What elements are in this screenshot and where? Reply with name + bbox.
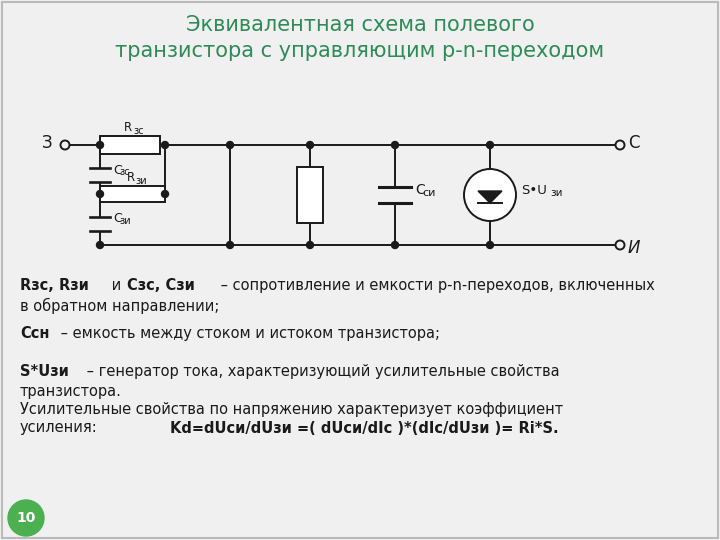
Circle shape (161, 191, 168, 198)
Text: зс: зс (119, 167, 130, 177)
Text: 10: 10 (17, 511, 36, 525)
Text: Ссн: Ссн (20, 326, 50, 341)
Circle shape (96, 191, 104, 198)
Circle shape (487, 141, 493, 149)
Bar (297, 167, 323, 223)
Text: i: i (314, 192, 317, 202)
Text: R: R (127, 171, 135, 184)
Text: усиления:: усиления: (20, 420, 98, 435)
Text: S•U: S•U (521, 184, 547, 197)
Text: R: R (124, 121, 132, 134)
Circle shape (8, 500, 44, 536)
Bar (100, 186, 165, 202)
Text: Kd=dUси/dUзи =( dUси/dIс )*(dIс/dUзи )= Ri*S.: Kd=dUси/dUзи =( dUси/dIс )*(dIс/dUзи )= … (170, 421, 559, 436)
Text: З: З (42, 134, 53, 152)
Circle shape (616, 240, 624, 249)
Text: – емкость между стоком и истоком транзистора;: – емкость между стоком и истоком транзис… (56, 326, 440, 341)
Circle shape (307, 141, 313, 149)
Text: S*Uзи: S*Uзи (20, 364, 69, 379)
Text: Сзс, Сзи: Сзс, Сзи (127, 278, 195, 293)
Circle shape (60, 140, 70, 150)
Text: зс: зс (133, 126, 143, 136)
Text: – сопротивление и емкости p-n-переходов, включенных: – сопротивление и емкости p-n-переходов,… (216, 278, 654, 293)
Circle shape (616, 140, 624, 150)
Text: C: C (113, 164, 122, 177)
Text: Эквивалентная схема полевого
транзистора с управляющим p-n-переходом: Эквивалентная схема полевого транзистора… (115, 15, 605, 62)
Text: зи: зи (550, 188, 562, 198)
Circle shape (161, 141, 168, 149)
Text: и: и (107, 278, 126, 293)
Circle shape (487, 241, 493, 248)
Bar (100, 136, 160, 154)
Circle shape (227, 241, 233, 248)
Text: зи: зи (135, 176, 147, 186)
Circle shape (96, 241, 104, 248)
Text: зи: зи (119, 216, 130, 226)
Circle shape (307, 241, 313, 248)
Text: в обратном направлении;: в обратном направлении; (20, 298, 220, 314)
Text: С: С (629, 134, 640, 152)
Text: R: R (303, 188, 312, 202)
Text: Rзс, Rзи: Rзс, Rзи (20, 278, 89, 293)
Text: C: C (415, 183, 425, 197)
Circle shape (392, 141, 398, 149)
Circle shape (464, 169, 516, 221)
Text: C: C (113, 213, 122, 226)
Circle shape (96, 141, 104, 149)
Circle shape (227, 141, 233, 149)
Circle shape (392, 241, 398, 248)
Polygon shape (478, 191, 502, 203)
Text: Усилительные свойства по напряжению характеризует коэффициент: Усилительные свойства по напряжению хара… (20, 402, 563, 417)
Text: транзистора.: транзистора. (20, 384, 122, 399)
Text: И: И (628, 239, 640, 257)
Text: си: си (422, 188, 436, 198)
Text: – генератор тока, характеризующий усилительные свойства: – генератор тока, характеризующий усилит… (82, 364, 559, 379)
